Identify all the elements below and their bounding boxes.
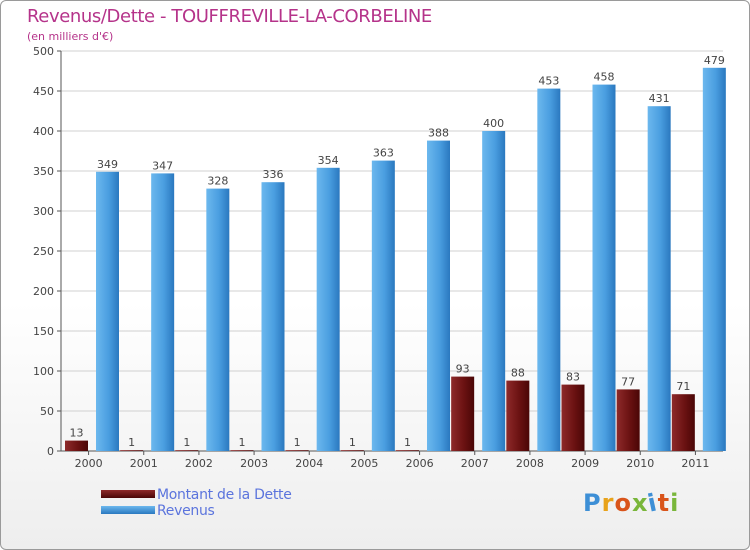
y-tick-label: 500 <box>33 45 54 58</box>
legend-label-debt: Montant de la Dette <box>157 487 292 503</box>
data-label-revenus: 349 <box>97 158 118 171</box>
data-label-debt: 1 <box>404 436 411 449</box>
logo-letter: t <box>657 489 671 517</box>
x-tick-label: 2008 <box>516 457 544 470</box>
data-label-debt: 88 <box>511 367 525 380</box>
data-label-debt: 13 <box>70 427 84 440</box>
data-label-revenus: 479 <box>704 54 725 67</box>
bar-revenus <box>206 188 230 451</box>
x-tick-label: 2004 <box>295 457 323 470</box>
bar-revenus <box>151 173 175 451</box>
legend-swatch-revenus <box>101 506 155 514</box>
bar-debt <box>230 450 254 451</box>
data-label-revenus: 354 <box>318 154 339 167</box>
bar-debt <box>175 450 199 451</box>
bar-debt <box>65 440 88 451</box>
y-tick-label: 450 <box>33 85 54 98</box>
data-label-debt: 1 <box>239 436 246 449</box>
legend-swatch-debt <box>101 490 155 498</box>
y-tick-label: 350 <box>33 165 54 178</box>
proxiti-logo: Proxiti <box>583 488 680 517</box>
bar-debt <box>340 450 364 451</box>
data-label-revenus: 458 <box>594 71 615 84</box>
x-tick-label: 2000 <box>75 457 103 470</box>
bar-debt <box>561 384 585 451</box>
y-tick-label: 250 <box>33 245 54 258</box>
x-tick-label: 2005 <box>350 457 378 470</box>
logo-letter: r <box>601 489 615 517</box>
data-label-revenus: 431 <box>649 92 670 105</box>
x-tick-label: 2003 <box>240 457 268 470</box>
data-label-revenus: 388 <box>428 127 449 140</box>
chart-title: Revenus/Dette - TOUFFREVILLE-LA-CORBELIN… <box>27 6 432 27</box>
bar-revenus <box>261 182 285 451</box>
logo-letter: x <box>631 489 649 517</box>
bar-revenus <box>702 67 726 452</box>
bar-revenus <box>592 84 616 451</box>
bar-debt <box>506 380 530 451</box>
y-tick-label: 300 <box>33 205 54 218</box>
bar-revenus <box>316 167 340 452</box>
bar-debt <box>120 450 144 451</box>
bar-revenus <box>482 131 506 451</box>
y-tick-label: 50 <box>40 405 54 418</box>
data-label-debt: 77 <box>621 375 635 388</box>
data-label-debt: 83 <box>566 371 580 384</box>
y-tick-label: 100 <box>33 365 54 378</box>
data-label-revenus: 336 <box>263 168 284 181</box>
bar-revenus <box>647 106 671 451</box>
chart-subtitle: (en milliers d'€) <box>27 30 114 43</box>
data-label-debt: 1 <box>183 436 190 449</box>
data-label-debt: 93 <box>456 363 470 376</box>
logo-letter: i <box>670 489 680 517</box>
data-label-revenus: 400 <box>483 117 504 130</box>
x-tick-label: 2007 <box>461 457 489 470</box>
x-tick-label: 2011 <box>681 457 709 470</box>
x-tick-label: 2009 <box>571 457 599 470</box>
bar-debt <box>285 450 309 451</box>
legend-label-revenus: Revenus <box>157 503 215 519</box>
bar-revenus <box>537 88 561 451</box>
x-tick-label: 2002 <box>185 457 213 470</box>
y-tick-label: 200 <box>33 285 54 298</box>
bar-revenus <box>371 160 395 451</box>
data-label-debt: 71 <box>676 380 690 393</box>
bar-revenus <box>427 140 450 451</box>
data-label-revenus: 328 <box>207 175 228 188</box>
y-tick-label: 0 <box>47 445 54 458</box>
data-label-revenus: 363 <box>373 147 394 160</box>
data-label-debt: 1 <box>128 436 135 449</box>
bar-revenus <box>96 171 119 452</box>
logo-letter: o <box>614 489 632 517</box>
x-tick-label: 2006 <box>406 457 434 470</box>
logo-letter: P <box>583 489 602 517</box>
data-label-debt: 1 <box>349 436 356 449</box>
data-label-debt: 1 <box>294 436 301 449</box>
bar-debt <box>451 376 475 451</box>
bar-debt <box>396 450 419 451</box>
data-label-revenus: 453 <box>538 75 559 88</box>
x-tick-label: 2001 <box>130 457 158 470</box>
y-tick-label: 400 <box>33 125 54 138</box>
x-tick-label: 2010 <box>626 457 654 470</box>
data-label-revenus: 347 <box>152 159 173 172</box>
bar-debt <box>616 389 640 451</box>
bar-debt <box>671 394 695 451</box>
y-tick-label: 150 <box>33 325 54 338</box>
